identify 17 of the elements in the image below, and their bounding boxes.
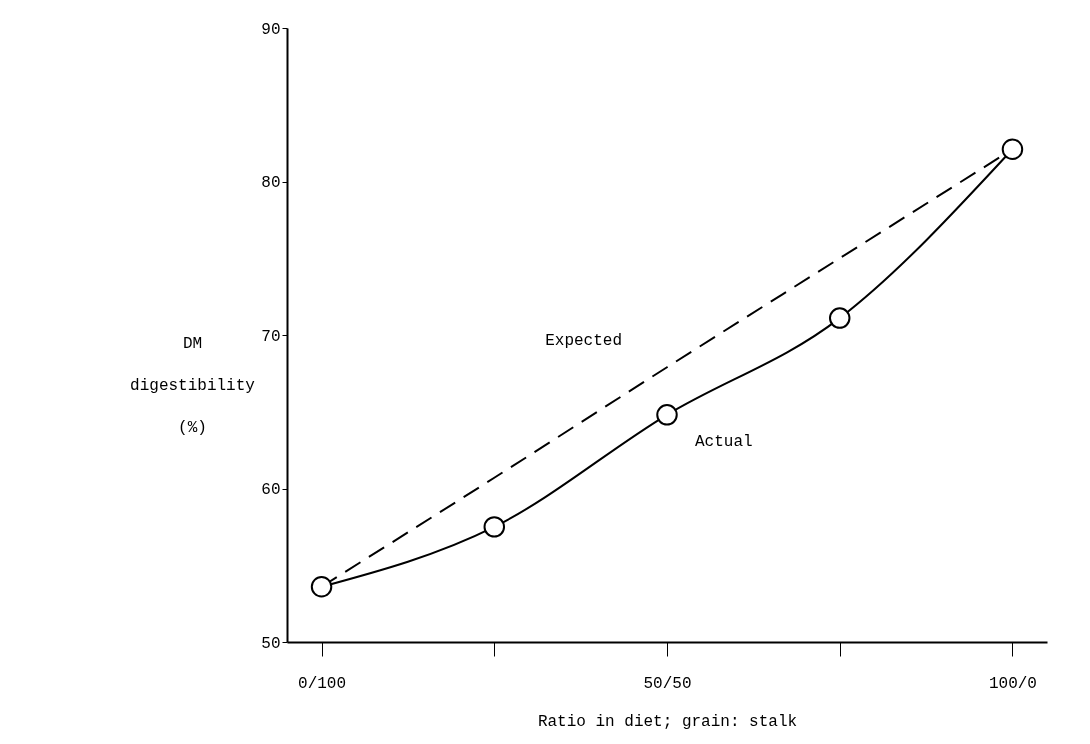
x-tick-label: 0/100: [298, 674, 347, 693]
series-label: Actual: [695, 432, 753, 451]
text: DM digestibility (%): [130, 334, 255, 437]
point: [828, 307, 851, 329]
text: Expected: [545, 332, 622, 351]
point: [656, 404, 678, 426]
point: [310, 576, 333, 598]
y-tick-label: 80: [261, 174, 281, 192]
y-tick-label: 70: [261, 327, 281, 346]
point: [1001, 138, 1024, 160]
point: [483, 516, 506, 538]
y-tick-label: 50: [261, 634, 281, 653]
y-tick-label: 90: [261, 20, 281, 39]
x-tick-label: 100/0: [988, 674, 1037, 693]
x-tick-label: 50/50: [643, 674, 692, 693]
x-axis-title: Ratio in diet; grain: stalk: [537, 712, 798, 731]
y-tick-label: 60: [261, 481, 281, 499]
